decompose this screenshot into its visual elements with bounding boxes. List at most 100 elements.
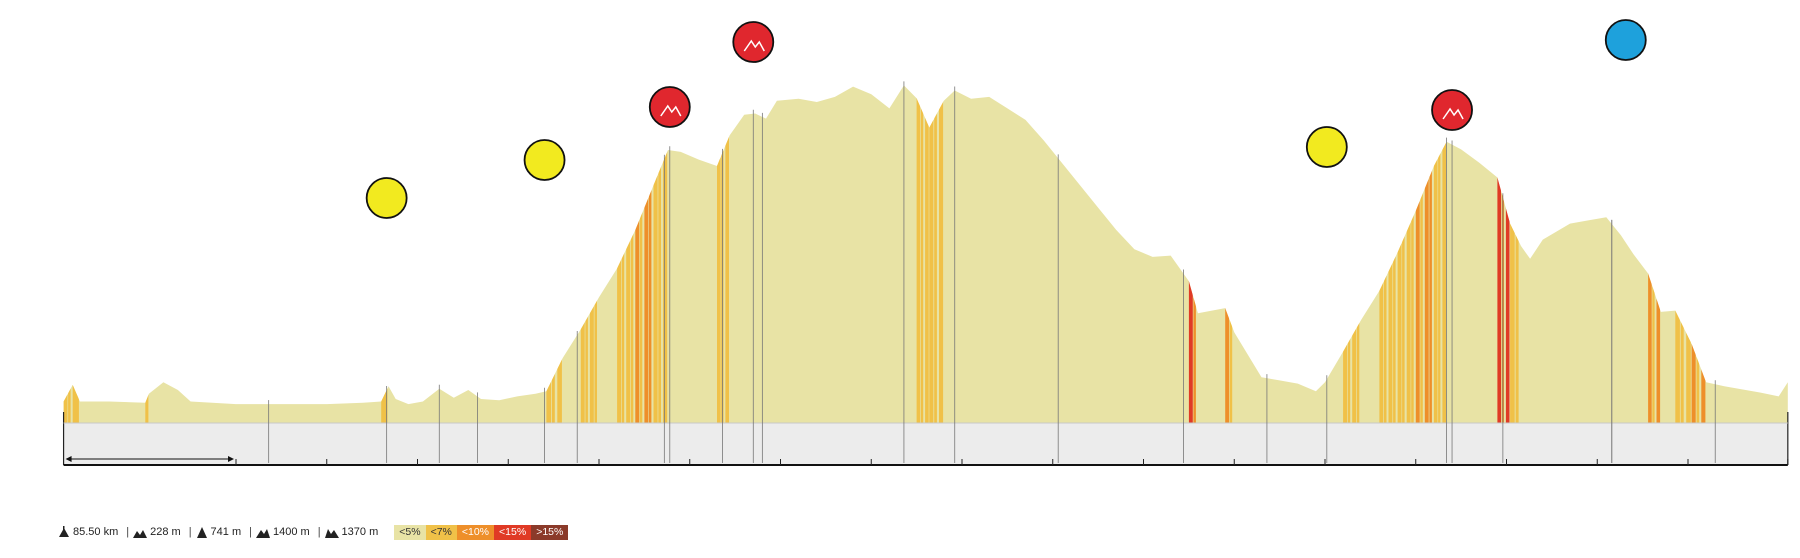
combativity-badge <box>1604 19 1647 61</box>
climb-badge-circle <box>1431 89 1473 131</box>
gradient-band <box>934 85 937 423</box>
gradient-band <box>63 85 68 423</box>
gradient-band <box>663 85 668 423</box>
stat-max-altitude-value: 741 m <box>210 526 242 538</box>
gradient-band <box>1424 85 1429 423</box>
gradient-band <box>1193 85 1196 423</box>
min-altitude-icon <box>133 530 148 538</box>
gradient-band <box>1648 85 1652 423</box>
mountain-icon <box>743 39 765 52</box>
stat-distance: 85.50 km <box>58 526 118 538</box>
gradient-band <box>929 85 934 423</box>
gradient-band <box>1188 85 1193 423</box>
gradient-band <box>1347 85 1351 423</box>
gradient-band <box>1701 85 1706 423</box>
stat-elevation-loss-value: 1370 m <box>341 526 379 538</box>
gradient-band <box>1442 85 1446 423</box>
legend-under-7: <7% <box>425 524 457 540</box>
gradient-band <box>1696 85 1700 423</box>
gradient-band <box>1652 85 1655 423</box>
gradient-band <box>717 85 721 423</box>
climb-badge-circle <box>648 86 691 128</box>
sprint-badge-circle <box>365 177 408 219</box>
gradient-band <box>725 85 729 423</box>
waypoint-lines-layer <box>268 81 1716 463</box>
elevation-gain-icon <box>255 529 270 538</box>
gradient-band <box>1438 85 1441 423</box>
gradient-band <box>72 85 79 423</box>
gradient-band <box>589 85 594 423</box>
gradient-band <box>1497 85 1501 423</box>
gradient-band <box>551 85 555 423</box>
gradient-band <box>1420 85 1423 423</box>
gradient-band <box>648 85 652 423</box>
gradient-band <box>1429 85 1432 423</box>
stat-max-altitude: 741 m <box>196 526 242 538</box>
gradient-band <box>585 85 588 423</box>
gradient-band <box>1433 85 1438 423</box>
gradient-band <box>1402 85 1405 423</box>
gradient-band <box>1229 85 1233 423</box>
gradient-band <box>546 85 551 423</box>
route-stats-bar: 85.50 km | 228 m | 741 m | 1400 m | 1370… <box>58 524 569 540</box>
gradient-band <box>635 85 640 423</box>
gradient-legend: <5% <7% <10% <15% >15% <box>394 524 569 540</box>
gradient-band <box>1352 85 1357 423</box>
legend-under-5: <5% <box>394 524 426 540</box>
gradient-band <box>594 85 597 423</box>
stat-elevation-gain: 1400 m <box>255 526 310 538</box>
stat-elevation-loss: 1370 m <box>324 526 379 538</box>
gradient-band <box>1379 85 1384 423</box>
gradient-band <box>1510 85 1515 423</box>
gradient-band <box>1411 85 1414 423</box>
max-altitude-icon <box>196 527 207 538</box>
gradient-band <box>639 85 643 423</box>
gradient-band <box>939 85 944 423</box>
gradient-band <box>1675 85 1680 423</box>
gradient-band <box>1680 85 1684 423</box>
gradient-band <box>381 85 388 423</box>
distance-icon <box>59 526 69 537</box>
legend-over-15: >15% <box>531 524 569 540</box>
gradient-band <box>1415 85 1420 423</box>
gradient-band <box>630 85 634 423</box>
elevation-loss-icon <box>324 529 339 538</box>
gradient-band <box>557 85 562 423</box>
gradient-band <box>1406 85 1411 423</box>
gradient-band <box>626 85 631 423</box>
sprint-badge-circle <box>1305 126 1348 168</box>
arrow-head-left <box>65 456 72 462</box>
mountain-icon <box>660 104 682 117</box>
gradient-band <box>1691 85 1696 423</box>
gradient-band <box>653 85 658 423</box>
climb-badge-circle <box>732 21 775 63</box>
gradient-band <box>1388 85 1393 423</box>
gradient-band <box>1686 85 1691 423</box>
sprint-badge <box>1305 126 1348 168</box>
gradient-band <box>621 85 625 423</box>
climb-badge <box>648 86 691 128</box>
gradient-band <box>925 85 929 423</box>
axes-layer <box>62 412 1789 466</box>
profile-area-layer <box>63 85 1788 424</box>
combativity-badge-circle <box>1604 19 1647 61</box>
gradient-band <box>68 85 71 423</box>
gradient-band <box>617 85 621 423</box>
badges-layer <box>365 19 1647 219</box>
climb-badge <box>732 21 775 63</box>
stat-min-altitude: 228 m <box>133 526 181 538</box>
sprint-badge-circle <box>523 139 566 181</box>
sprint-badge <box>365 177 408 219</box>
sprint-badge <box>523 139 566 181</box>
gradient-band <box>920 85 924 423</box>
stat-distance-value: 85.50 km <box>73 526 119 538</box>
gradient-band <box>145 85 149 423</box>
gradient-band <box>1656 85 1661 423</box>
mountain-icon <box>1442 107 1464 120</box>
legend-under-15: <15% <box>494 524 532 540</box>
gradient-band <box>1515 85 1519 423</box>
gradient-band <box>1505 85 1510 423</box>
gradient-band <box>1225 85 1230 423</box>
stat-elevation-gain-value: 1400 m <box>272 526 310 538</box>
